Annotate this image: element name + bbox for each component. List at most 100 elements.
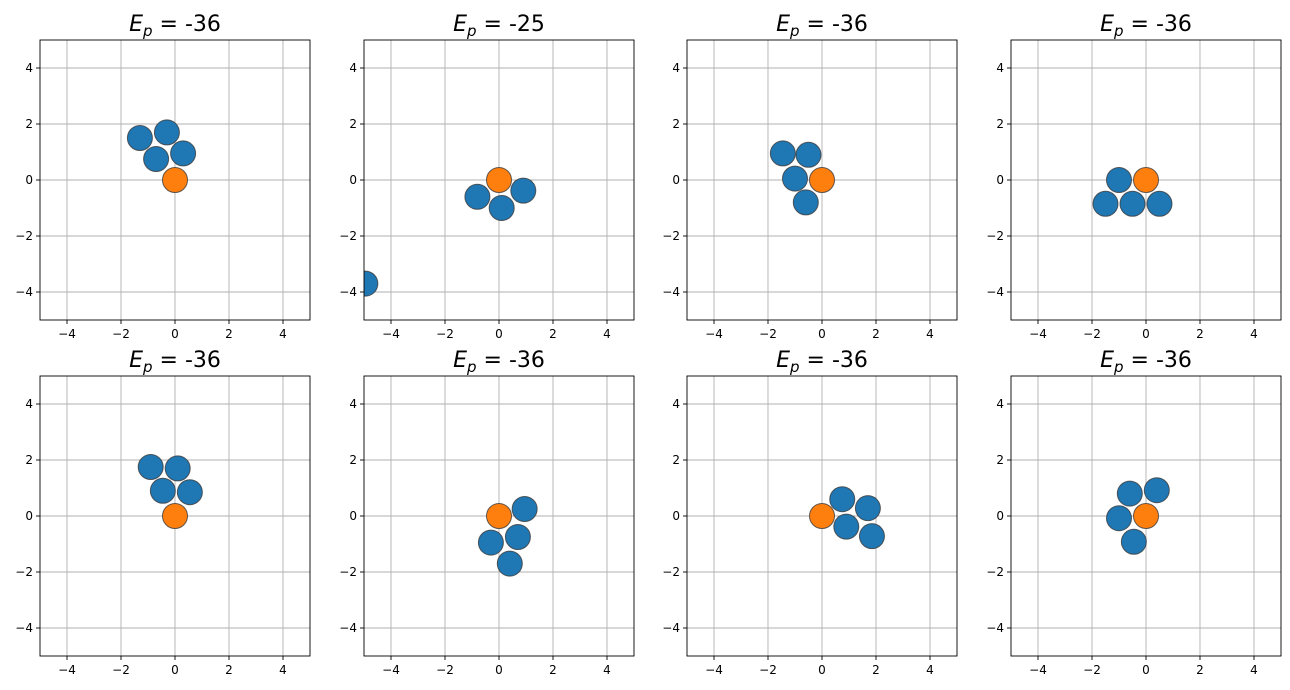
scatter-point-blue (795, 141, 822, 168)
y-tick-label: 2 (25, 453, 33, 467)
y-tick-label: 2 (672, 117, 680, 131)
x-tick-label: 2 (872, 327, 880, 341)
markers (477, 496, 538, 577)
x-tick-label: 2 (549, 663, 557, 677)
subplot-title: Ep = -36 (453, 348, 545, 376)
scatter-point-orange (486, 167, 512, 193)
y-tick-label: −2 (15, 565, 33, 579)
y-tick-label: 2 (672, 453, 680, 467)
scatter-point-blue (464, 183, 491, 210)
x-tick-label: 2 (225, 327, 233, 341)
y-tick-label: 4 (349, 61, 357, 75)
y-tick-label: 4 (672, 397, 680, 411)
y-tick-label: 2 (25, 117, 33, 131)
subplot-8: −4 −2 0 2 4 −4 −2 0 2 4 Ep = -36 (986, 348, 1282, 677)
y-tick-label: −2 (986, 229, 1004, 243)
scatter-point-blue (1116, 480, 1143, 507)
y-tick-label: 0 (25, 173, 33, 187)
scatter-point-orange (162, 167, 188, 193)
scatter-point-blue (792, 189, 819, 216)
scatter-point-blue (510, 177, 537, 204)
x-tick-label: 0 (1142, 327, 1150, 341)
y-tick-label: −2 (339, 229, 357, 243)
scatter-point-blue (504, 524, 531, 550)
subplot-title: Ep = -36 (776, 12, 868, 40)
y-tick-label: 0 (996, 509, 1004, 523)
scatter-point-blue (153, 119, 180, 146)
x-tick-label: 2 (1196, 327, 1204, 341)
scatter-point-blue (1119, 190, 1146, 217)
x-tick-label: 0 (495, 663, 503, 677)
x-tick-label: −4 (382, 327, 400, 341)
x-tick-label: 4 (1250, 327, 1258, 341)
scatter-point-orange (1133, 503, 1159, 529)
x-tick-label: −4 (58, 663, 76, 677)
y-tick-label: 0 (349, 173, 357, 187)
subplot-1: −4 −2 0 2 4 −4 −2 0 2 4 Ep = -36 (15, 12, 311, 341)
subplot-title: Ep = -36 (129, 348, 221, 376)
y-tick-label: 4 (996, 61, 1004, 75)
subplot-title: Ep = -36 (129, 12, 221, 40)
x-tick-label: −2 (759, 327, 777, 341)
subplot-7: −4 −2 0 2 4 −4 −2 0 2 4 Ep = -36 (662, 348, 958, 677)
x-tick-label: −2 (436, 327, 454, 341)
scatter-point-blue (170, 140, 197, 167)
x-tick-label: 4 (603, 663, 611, 677)
scatter-point-blue (176, 479, 203, 506)
y-tick-label: −4 (339, 285, 357, 299)
y-tick-label: −4 (986, 621, 1004, 635)
scatter-point-blue (1106, 167, 1132, 193)
y-tick-label: −4 (986, 285, 1004, 299)
subplot-title: Ep = -25 (453, 12, 545, 40)
x-tick-label: 0 (495, 327, 503, 341)
y-tick-label: 0 (25, 509, 33, 523)
markers (1092, 167, 1173, 217)
y-tick-label: −2 (15, 229, 33, 243)
y-tick-label: −2 (339, 565, 357, 579)
subplot-title: Ep = -36 (776, 348, 868, 376)
x-tick-label: −2 (1083, 663, 1101, 677)
scatter-point-blue (511, 496, 538, 522)
scatter-point-blue (477, 529, 504, 556)
y-tick-label: 0 (672, 173, 680, 187)
x-tick-label: −4 (1029, 663, 1047, 677)
subplot-4: −4 −2 0 2 4 −4 −2 0 2 4 Ep = -36 (986, 12, 1282, 341)
scatter-point-orange (809, 167, 835, 193)
x-tick-label: 2 (549, 327, 557, 341)
scatter-point-blue (149, 477, 176, 504)
y-tick-label: 0 (672, 509, 680, 523)
y-tick-label: 0 (349, 509, 357, 523)
x-tick-label: −2 (112, 663, 130, 677)
x-tick-label: −2 (436, 663, 454, 677)
scatter-point-blue (488, 195, 515, 221)
scatter-point-blue (137, 454, 164, 480)
x-tick-label: −4 (382, 663, 400, 677)
y-tick-label: −4 (662, 621, 680, 635)
subplot-title: Ep = -36 (1100, 348, 1192, 376)
scatter-point-orange (486, 503, 512, 529)
x-tick-label: −2 (1083, 327, 1101, 341)
x-tick-label: −2 (759, 663, 777, 677)
markers (1106, 477, 1170, 555)
x-tick-label: 2 (1196, 663, 1204, 677)
y-tick-label: −4 (339, 621, 357, 635)
scatter-point-blue (829, 486, 856, 513)
x-tick-label: 2 (872, 663, 880, 677)
y-tick-label: 4 (996, 397, 1004, 411)
scatter-point-blue (1143, 477, 1170, 504)
x-tick-label: 0 (171, 663, 179, 677)
y-tick-label: 4 (25, 397, 33, 411)
y-tick-label: 2 (996, 453, 1004, 467)
x-tick-label: −4 (58, 327, 76, 341)
subplot-title: Ep = -36 (1100, 12, 1192, 40)
x-tick-label: −2 (112, 327, 130, 341)
x-tick-label: −4 (705, 663, 723, 677)
y-tick-label: −2 (662, 565, 680, 579)
y-tick-label: 4 (25, 61, 33, 75)
scatter-point-orange (1133, 167, 1159, 193)
scatter-point-blue (1146, 190, 1173, 217)
x-tick-label: −4 (1029, 327, 1047, 341)
scatter-point-blue (854, 495, 881, 522)
scatter-point-orange (809, 503, 835, 529)
scatter-point-blue (858, 523, 885, 550)
